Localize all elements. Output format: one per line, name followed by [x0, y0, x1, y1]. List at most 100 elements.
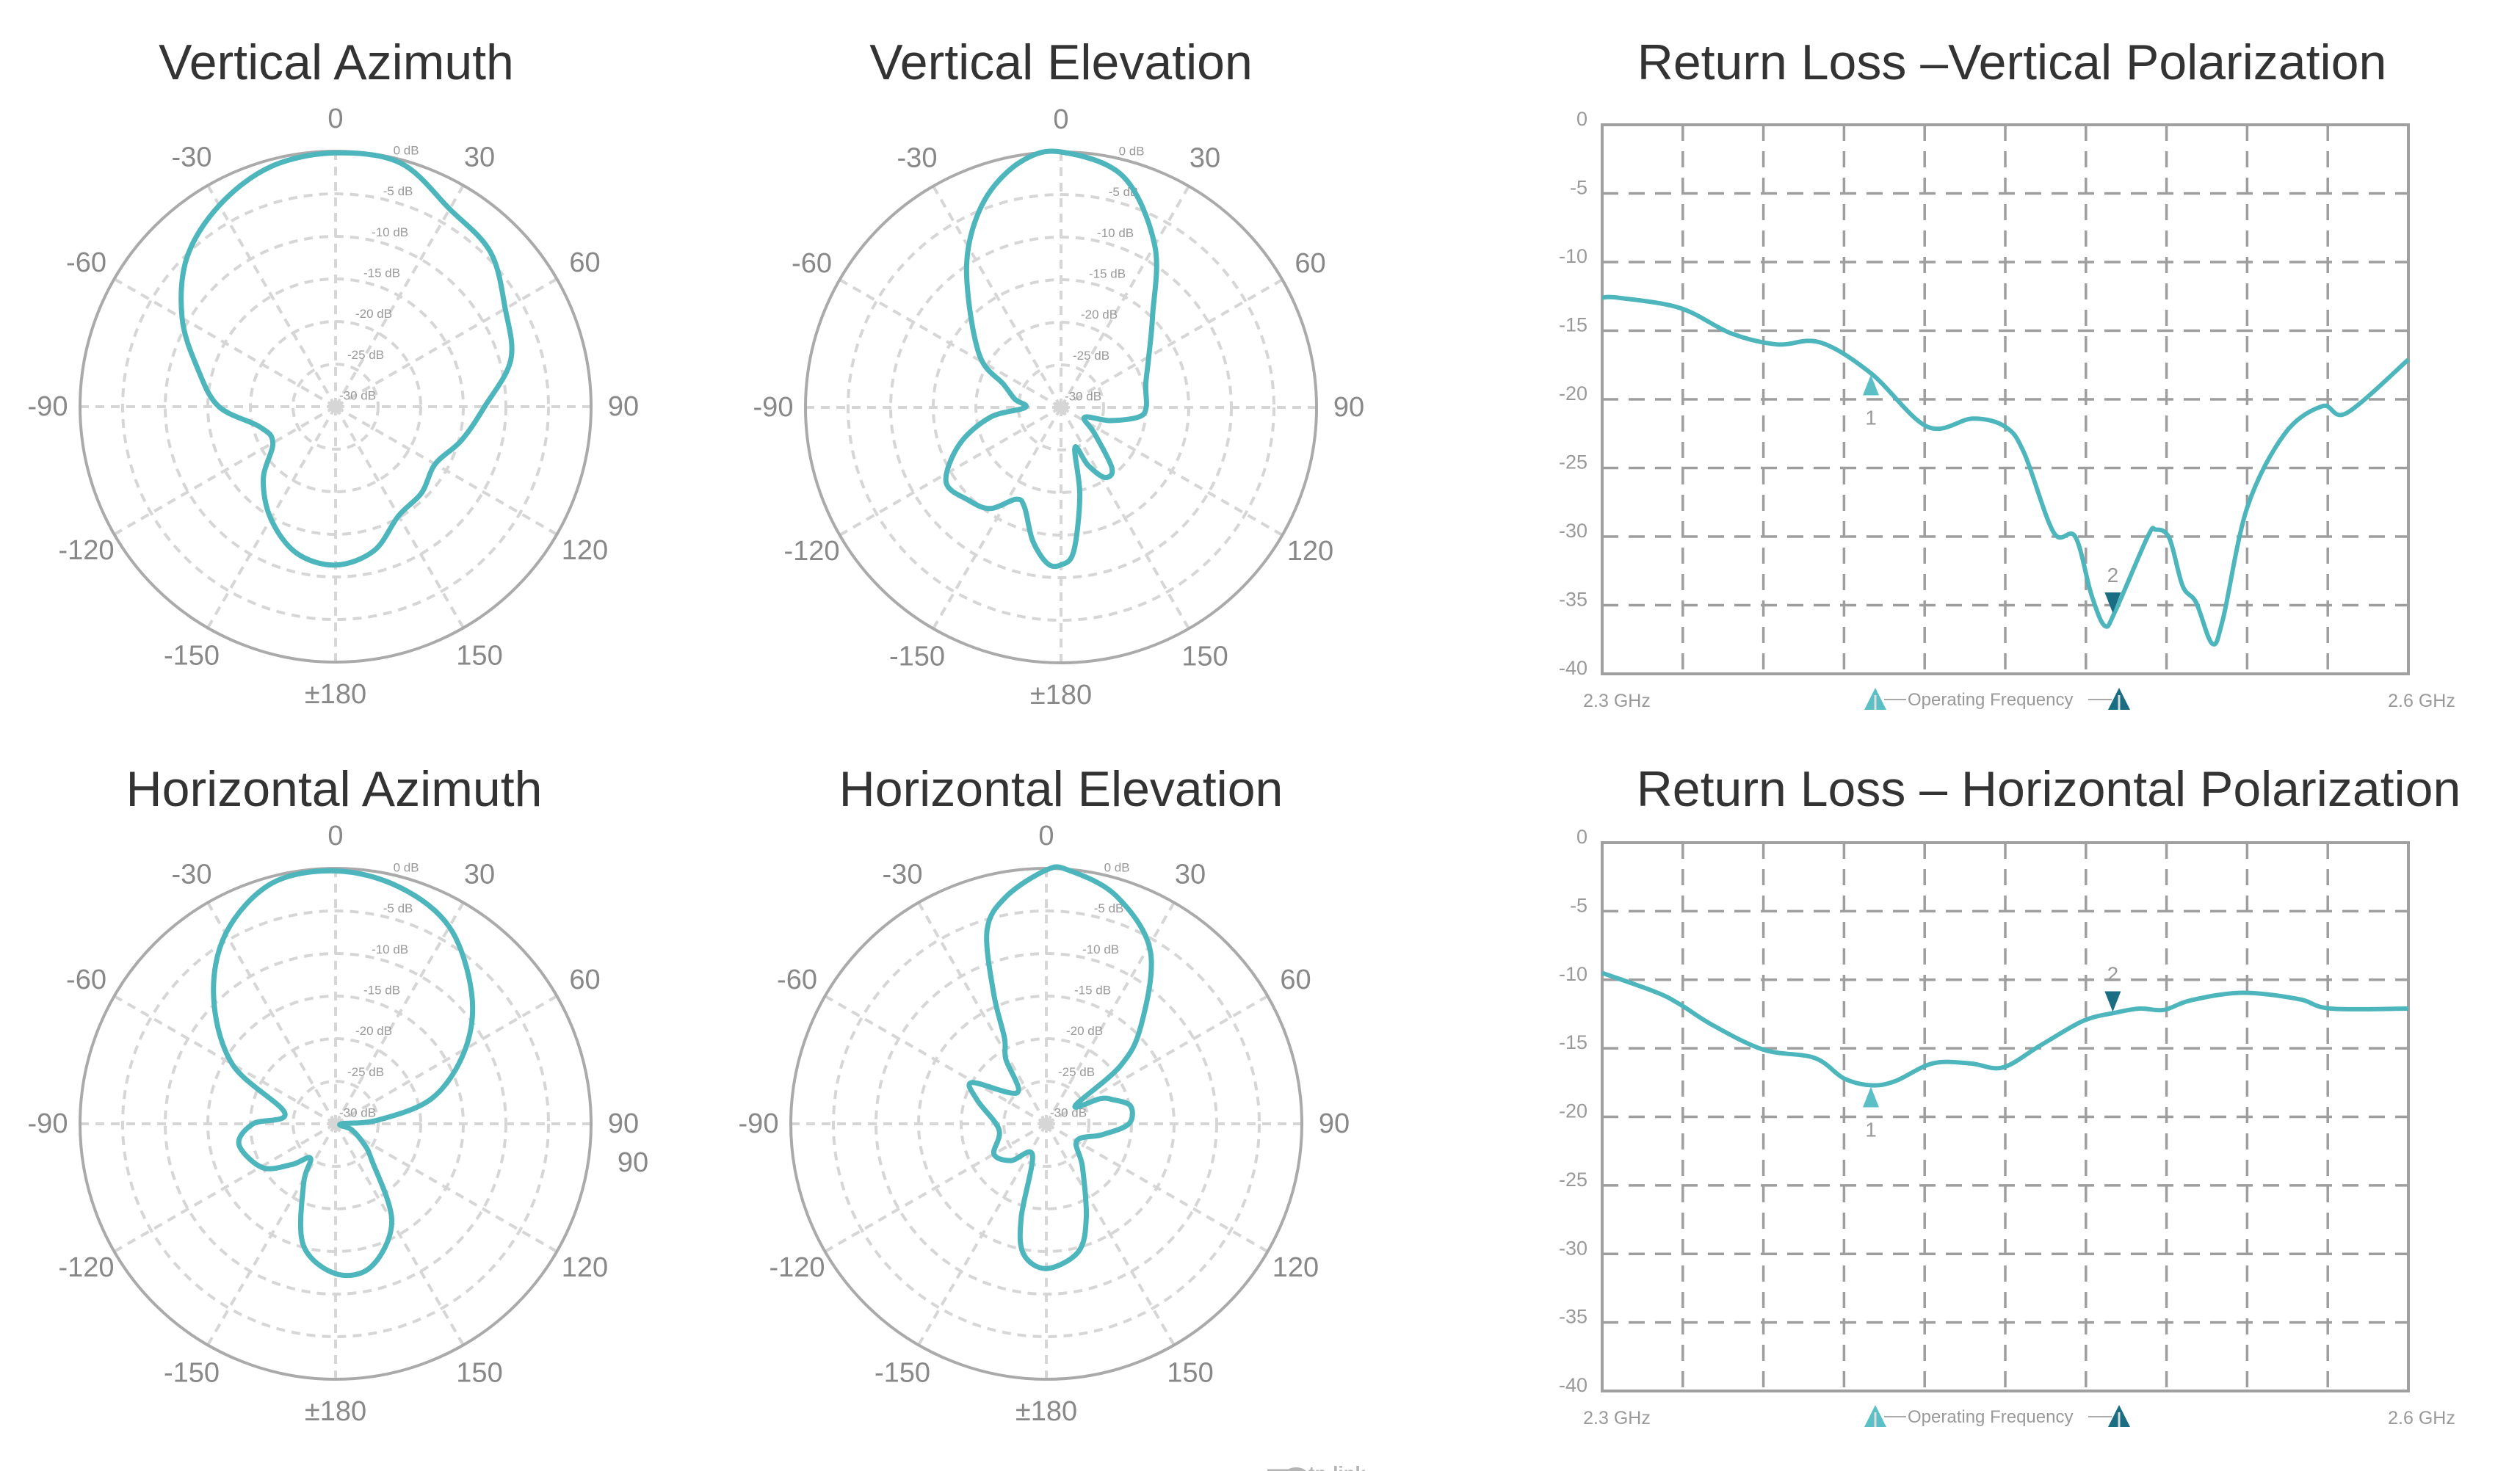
- polar-spoke: [113, 1122, 336, 1253]
- radial-tick-label: -25 dB: [347, 1065, 384, 1079]
- radial-tick-label: 0 dB: [394, 143, 419, 157]
- radial-tick-label: -20 dB: [1066, 1024, 1103, 1038]
- polar-spoke: [334, 1122, 465, 1346]
- radial-tick-label: -30 dB: [339, 1106, 376, 1120]
- return-loss-curve: [1601, 294, 2410, 647]
- y-tick-label: -40: [1559, 657, 1587, 679]
- angle-tick-label: ±180: [305, 679, 366, 710]
- x-axis-start-label: 2.3 GHz: [1583, 691, 1651, 711]
- polar-ring: [164, 952, 507, 1296]
- radial-tick-label: -15 dB: [363, 266, 400, 280]
- chart-title: Return Loss – Horizontal Polarization: [1637, 761, 2461, 817]
- angle-tick-label: 90: [1333, 392, 1364, 423]
- plot-frame: [1601, 841, 2410, 1392]
- radial-tick-label: 0 dB: [1104, 860, 1130, 874]
- angle-tick-label: 120: [562, 1252, 608, 1283]
- x-axis-start-label: 2.3 GHz: [1583, 1408, 1651, 1428]
- polar-chart-4: Horizontal Elevation 0 dB -5 dB -10 dB -15 d…: [739, 761, 1350, 1427]
- angle-tick-label: -120: [783, 536, 839, 567]
- polar-spoke: [917, 901, 1048, 1125]
- angle-tick-label: 0: [1038, 821, 1054, 851]
- angle-tick-label: -30: [897, 143, 938, 174]
- polar-ring: [889, 236, 1233, 579]
- polar-ring: [917, 995, 1176, 1253]
- y-tick-label: 0: [1576, 826, 1587, 848]
- angle-tick-label: -150: [889, 641, 945, 672]
- radiation-pattern-curve: [178, 150, 515, 568]
- chart-title: Horizontal Elevation: [839, 761, 1283, 817]
- y-tick-label: -5: [1570, 177, 1587, 199]
- polar-spoke: [1045, 1122, 1176, 1346]
- polar-ring: [1054, 400, 1068, 415]
- y-tick-label: -15: [1559, 1031, 1587, 1053]
- angle-tick-label: -30: [883, 860, 923, 890]
- chart-title: Return Loss –Vertical Polarization: [1637, 34, 2387, 90]
- y-tick-label: -40: [1559, 1374, 1587, 1396]
- angle-tick-label: 150: [456, 640, 502, 671]
- radial-tick-label: -10 dB: [1097, 226, 1134, 240]
- frequency-marker-up-icon: [1863, 1086, 1879, 1108]
- angle-tick-label: 120: [1272, 1252, 1319, 1283]
- radial-tick-label: -10 dB: [372, 942, 408, 956]
- legend: Operating Frequency: [1864, 1405, 2130, 1427]
- frequency-marker-up-icon: [1863, 374, 1879, 396]
- radial-tick-label: -25 dB: [1073, 349, 1109, 363]
- radial-tick-label: -30 dB: [1065, 390, 1101, 404]
- angle-tick-label: -150: [164, 1357, 220, 1388]
- angle-tick-label: 30: [464, 142, 495, 173]
- chart-title: Horizontal Azimuth: [126, 761, 543, 817]
- angle-tick-label: 30: [1190, 143, 1220, 174]
- angle-tick-label: ±180: [1015, 1396, 1077, 1427]
- polar-spoke: [206, 184, 337, 407]
- polar-spoke: [932, 185, 1062, 408]
- radial-tick-label: 0 dB: [394, 860, 419, 874]
- angle-tick-label: 0: [327, 103, 343, 134]
- polar-ring: [121, 192, 550, 621]
- angle-tick-label-extra: 90: [618, 1147, 648, 1178]
- return-loss-curve: [1601, 970, 2409, 1088]
- angle-tick-label: -120: [769, 1252, 825, 1283]
- radial-tick-label: -15 dB: [363, 983, 400, 997]
- marker-label: 1: [1865, 406, 1877, 429]
- polar-spoke: [334, 995, 558, 1125]
- radial-tick-label: -25 dB: [347, 348, 384, 362]
- x-axis-end-label: 2.6 GHz: [2388, 691, 2455, 711]
- angle-tick-label: -90: [28, 1108, 68, 1139]
- frequency-marker-down-icon: [2104, 592, 2121, 614]
- polar-ring: [249, 320, 422, 493]
- polar-spoke: [334, 277, 558, 408]
- y-tick-label: -10: [1559, 963, 1587, 985]
- radial-tick-label: -5 dB: [383, 901, 413, 915]
- radial-tick-label: -10 dB: [1082, 942, 1119, 956]
- polar-spoke: [824, 1122, 1048, 1253]
- polar-ring: [292, 1080, 380, 1168]
- angle-tick-label: 90: [608, 1108, 639, 1139]
- polar-ring: [164, 235, 507, 578]
- angle-tick-label: 60: [569, 247, 600, 278]
- radial-tick-label: -15 dB: [1089, 266, 1126, 280]
- angle-tick-label: 90: [1319, 1108, 1350, 1139]
- y-tick-label: 0: [1576, 108, 1587, 130]
- radial-tick-label: -15 dB: [1074, 983, 1111, 997]
- polar-ring: [1002, 1080, 1090, 1168]
- y-tick-label: -10: [1559, 245, 1587, 267]
- return-loss-chart-1: Return Loss –Vertical Polarization 0 -5 -10…: [1559, 34, 2455, 711]
- y-tick-label: -35: [1559, 1306, 1587, 1328]
- radial-tick-label: -10 dB: [372, 225, 408, 239]
- polar-ring: [847, 193, 1275, 622]
- angle-tick-label: -90: [753, 392, 794, 423]
- radial-tick-label: -20 dB: [355, 307, 392, 321]
- polar-ring: [832, 909, 1261, 1338]
- radiation-pattern-curve: [943, 148, 1159, 570]
- polar-ring: [1039, 1116, 1054, 1131]
- angle-tick-label: -60: [777, 965, 817, 995]
- polar-ring: [292, 363, 380, 451]
- marker-label: 2: [2107, 564, 2119, 586]
- radial-tick-label: -5 dB: [383, 184, 413, 198]
- frequency-marker-down-icon: [2104, 991, 2121, 1012]
- angle-tick-label: 150: [1167, 1357, 1213, 1388]
- angle-tick-label: 120: [1287, 536, 1333, 567]
- angle-tick-label: 30: [464, 860, 495, 890]
- radiation-pattern-curve: [966, 864, 1154, 1271]
